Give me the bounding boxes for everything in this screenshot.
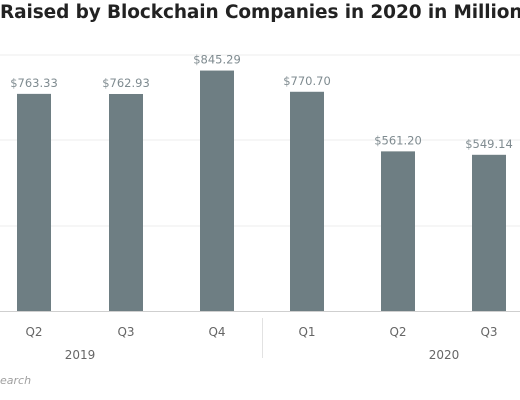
tick-label-1: Q3 bbox=[117, 325, 134, 339]
value-label-3: $770.70 bbox=[283, 74, 331, 88]
gridlines bbox=[0, 54, 520, 227]
tick-label-5: Q3 bbox=[480, 325, 497, 339]
value-label-4: $561.20 bbox=[374, 133, 422, 147]
bar-2020-q2 bbox=[381, 151, 415, 311]
tick-label-2: Q4 bbox=[208, 325, 225, 339]
bar-2020-q1 bbox=[290, 91, 324, 312]
bars bbox=[17, 70, 506, 312]
value-label-5: $549.14 bbox=[465, 137, 513, 151]
tick-label-4: Q2 bbox=[389, 325, 406, 339]
tick-label-3: Q1 bbox=[298, 325, 315, 339]
bar-2019-q4 bbox=[200, 70, 234, 312]
bar-2019-q2 bbox=[17, 93, 51, 311]
tick-label-0: Q2 bbox=[25, 325, 42, 339]
source-note: earch bbox=[0, 374, 32, 387]
bar-2020-q3 bbox=[472, 154, 506, 311]
value-labels: $763.33 $762.93 $845.29 $770.70 $561.20 $549.… bbox=[10, 53, 513, 151]
group-label-2019: 2019 bbox=[65, 348, 96, 362]
bar-2019-q3 bbox=[109, 93, 143, 311]
chart-title: Raised by Blockchain Companies in 2020 i… bbox=[0, 2, 520, 23]
value-label-2: $845.29 bbox=[193, 53, 241, 67]
x-axis: Q2 Q3 Q4 Q1 Q2 Q3 2019 2020 bbox=[0, 311, 520, 362]
group-label-2020: 2020 bbox=[429, 348, 460, 362]
value-label-1: $762.93 bbox=[102, 76, 150, 90]
value-label-0: $763.33 bbox=[10, 76, 58, 90]
